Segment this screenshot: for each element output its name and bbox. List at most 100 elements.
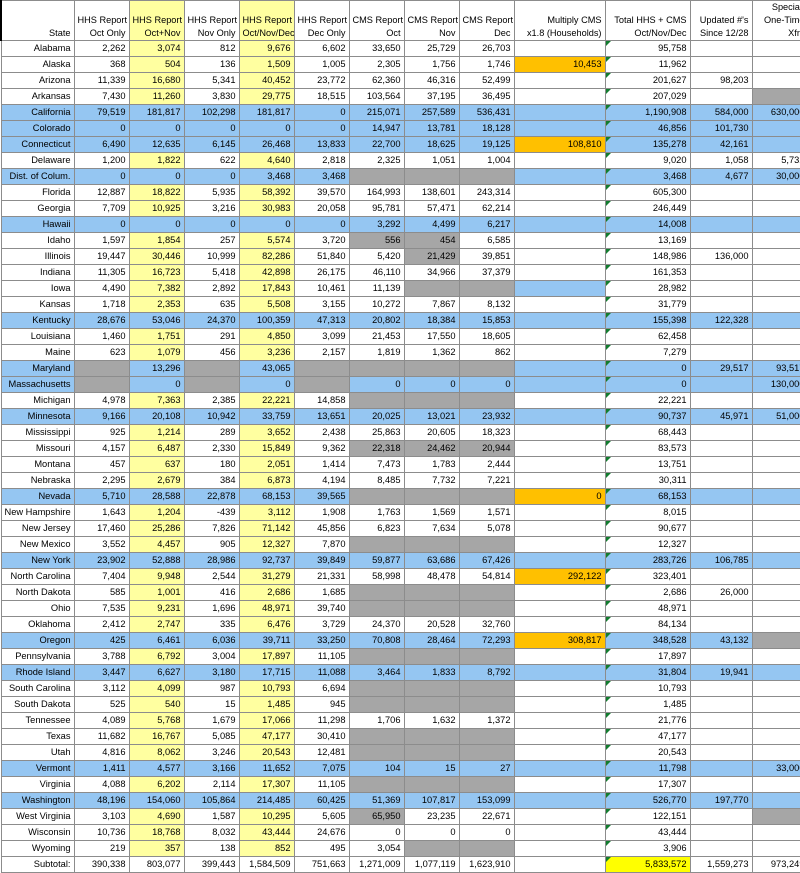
table-row: Missouri 4,157 6,487 2,330 15,849 9,362 22,318…	[0, 440, 800, 457]
cell-hhs_ond: 17,307	[238, 776, 295, 793]
cell-hhs_nov: 2,544	[183, 568, 240, 585]
cell-updated	[689, 440, 753, 457]
cell-cms_nov	[403, 392, 460, 409]
col-header-cms_oct: CMS Report Oct	[348, 0, 405, 41]
cell-cms_oct: 8,485	[348, 472, 405, 489]
cell-cms_dec: 32,760	[458, 616, 515, 633]
cell-special: 93,517	[751, 360, 800, 377]
row-state-label: Virginia	[0, 776, 75, 793]
cell-hhs_octnov: 0	[128, 120, 185, 137]
cell-special	[751, 424, 800, 441]
cell-hhs_dec: 3,155	[293, 296, 350, 313]
cell-special	[751, 792, 800, 809]
cell-updated	[689, 680, 753, 697]
cell-cms_nov: 18,384	[403, 312, 460, 329]
cell-hhs_octnov: 540	[128, 696, 185, 713]
cell-total: 17,307	[604, 776, 691, 793]
table-row: Alaska 368 504 136 1,509 1,005 2,305 1,756 1,746…	[0, 56, 800, 73]
cell-special: 973,249	[751, 856, 800, 873]
cell-hhs_dec: 2,157	[293, 344, 350, 361]
row-state-label: New Mexico	[0, 536, 75, 553]
cell-hhs_octnov: 154,060	[128, 792, 185, 809]
cell-hhs_oct	[73, 360, 130, 377]
row-state-label: Hawaii	[0, 216, 75, 233]
cell-hhs_octnov: 13,296	[128, 360, 185, 377]
cell-hhs_nov: 5,341	[183, 72, 240, 89]
cell-hhs_octnov: 6,461	[128, 632, 185, 649]
cell-hhs_nov: 15	[183, 696, 240, 713]
cell-cms_oct: 0	[348, 824, 405, 841]
cell-hhs_ond: 5,508	[238, 296, 295, 313]
cell-cms_nov: 1,569	[403, 504, 460, 521]
row-state-label: Alaska	[0, 56, 75, 73]
table-row: Nevada 5,710 28,588 22,878 68,153 39,565 0 68,1…	[0, 488, 800, 505]
cell-hhs_nov: 2,385	[183, 392, 240, 409]
cell-special	[751, 600, 800, 617]
cell-special	[751, 88, 800, 105]
cell-cms_dec	[458, 280, 515, 297]
row-state-label: Illinois	[0, 248, 75, 265]
cell-hhs_dec: 3,099	[293, 328, 350, 345]
cell-multiply	[513, 824, 606, 841]
cell-cms_nov: 24,462	[403, 440, 460, 457]
row-state-label: Georgia	[0, 200, 75, 217]
row-state-label: North Carolina	[0, 568, 75, 585]
cell-total: 20,543	[604, 744, 691, 761]
cell-hhs_ond: 2,051	[238, 456, 295, 473]
cell-hhs_dec: 7,075	[293, 760, 350, 777]
col-header-multiply: Multiply CMS x1.8 (Households)	[513, 0, 606, 41]
cell-updated: 136,000	[689, 248, 753, 265]
table-row: West Virginia 3,103 4,690 1,587 10,295 5,605 6…	[0, 808, 800, 825]
table-row: Nebraska 2,295 2,679 384 6,873 4,194 8,485 7,73…	[0, 472, 800, 489]
col-header-hhs_oct: HHS Report Oct Only	[73, 0, 130, 41]
cell-hhs_dec: 23,772	[293, 72, 350, 89]
cell-updated: 106,785	[689, 552, 753, 569]
cell-multiply	[513, 344, 606, 361]
subtotal-row: Subtotal: 390,338 803,077 399,443 1,584,509 7…	[0, 856, 800, 873]
cell-cms_dec: 18,128	[458, 120, 515, 137]
cell-hhs_nov: 24,370	[183, 312, 240, 329]
cell-hhs_dec: 33,250	[293, 632, 350, 649]
table-row: Montana 457 637 180 2,051 1,414 7,473 1,783 2,44…	[0, 456, 800, 473]
cell-special	[751, 488, 800, 505]
cell-hhs_nov: 635	[183, 296, 240, 313]
cell-cms_dec	[458, 840, 515, 857]
cell-updated	[689, 264, 753, 281]
cell-hhs_ond: 0	[238, 120, 295, 137]
cell-multiply	[513, 232, 606, 249]
row-state-label: Nebraska	[0, 472, 75, 489]
cell-special	[751, 680, 800, 697]
cell-cms_oct: 5,420	[348, 248, 405, 265]
cell-hhs_nov: 138	[183, 840, 240, 857]
cell-hhs_ond: 0	[238, 376, 295, 393]
cell-special	[751, 584, 800, 601]
cell-cms_dec: 8,792	[458, 664, 515, 681]
cell-cms_dec: 15,853	[458, 312, 515, 329]
cell-hhs_ond: 3,236	[238, 344, 295, 361]
cell-special	[751, 616, 800, 633]
cell-hhs_nov: 257	[183, 232, 240, 249]
row-state-label: Arkansas	[0, 88, 75, 105]
cell-cms_dec: 36,495	[458, 88, 515, 105]
cell-hhs_nov: 399,443	[183, 856, 240, 873]
cell-hhs_oct: 0	[73, 216, 130, 233]
cell-total: 605,300	[604, 184, 691, 201]
cell-updated	[689, 328, 753, 345]
cell-hhs_nov	[183, 360, 240, 377]
cell-total: 201,627	[604, 72, 691, 89]
cell-hhs_octnov: 4,690	[128, 808, 185, 825]
cell-special	[751, 312, 800, 329]
table-row: Utah4,8168,0623,24620,54312,48120,54320,…	[0, 744, 800, 761]
cell-hhs_oct: 10,736	[73, 824, 130, 841]
cell-hhs_dec: 6,602	[293, 40, 350, 57]
cell-hhs_nov: 289	[183, 424, 240, 441]
cell-updated	[689, 696, 753, 713]
cell-multiply	[513, 760, 606, 777]
cell-special	[751, 200, 800, 217]
cell-hhs_octnov: 1,001	[128, 584, 185, 601]
cell-cms_nov: 0	[403, 824, 460, 841]
cell-cms_oct: 556	[348, 232, 405, 249]
cell-updated	[689, 760, 753, 777]
cell-hhs_ond: 1,509	[238, 56, 295, 73]
